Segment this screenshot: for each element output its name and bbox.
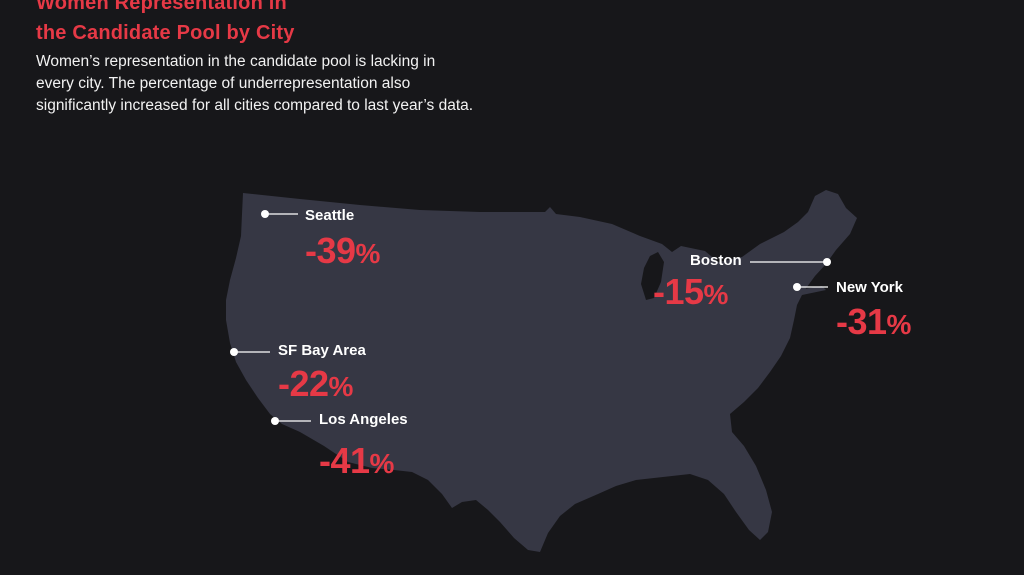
seattle-marker (261, 210, 269, 218)
sf-bay-area-marker (230, 348, 238, 356)
city-value-boston: -15% (653, 272, 728, 315)
new-york-marker (793, 283, 801, 291)
title-line-2: the Candidate Pool by City (36, 22, 295, 44)
long-island-shape (798, 286, 826, 295)
city-value-number: -22 (278, 363, 329, 404)
city-value-los-angeles: -41% (319, 441, 394, 484)
city-markers (230, 210, 831, 425)
city-value-unit: % (369, 448, 395, 479)
city-value-number: -39 (305, 230, 356, 271)
city-value-unit: % (703, 279, 729, 310)
city-label-seattle: Seattle (305, 207, 355, 224)
us-mainland-shape (226, 190, 857, 552)
city-value-unit: % (328, 371, 354, 402)
city-value-number: -15 (653, 271, 704, 312)
city-value-unit: % (886, 309, 912, 340)
city-value-number: -31 (836, 301, 887, 342)
city-label-los-angeles: Los Angeles (319, 411, 408, 428)
city-value-seattle: -39% (305, 231, 380, 274)
title-line-1: Women Representation in (36, 0, 287, 14)
city-label-boston: Boston (690, 252, 742, 269)
city-value-new-york: -31% (836, 302, 911, 345)
boston-marker (823, 258, 831, 266)
los-angeles-marker (271, 417, 279, 425)
city-label-sf-bay-area: SF Bay Area (278, 342, 366, 359)
city-value-sf-bay-area: -22% (278, 364, 353, 407)
city-value-number: -41 (319, 440, 370, 481)
page-title: Women Representation in the Candidate Po… (36, 0, 476, 48)
description-text: Women’s representation in the candidate … (36, 53, 474, 114)
city-value-unit: % (355, 238, 381, 269)
city-label-new-york: New York (836, 279, 903, 296)
lake-michigan-shape (641, 252, 664, 300)
